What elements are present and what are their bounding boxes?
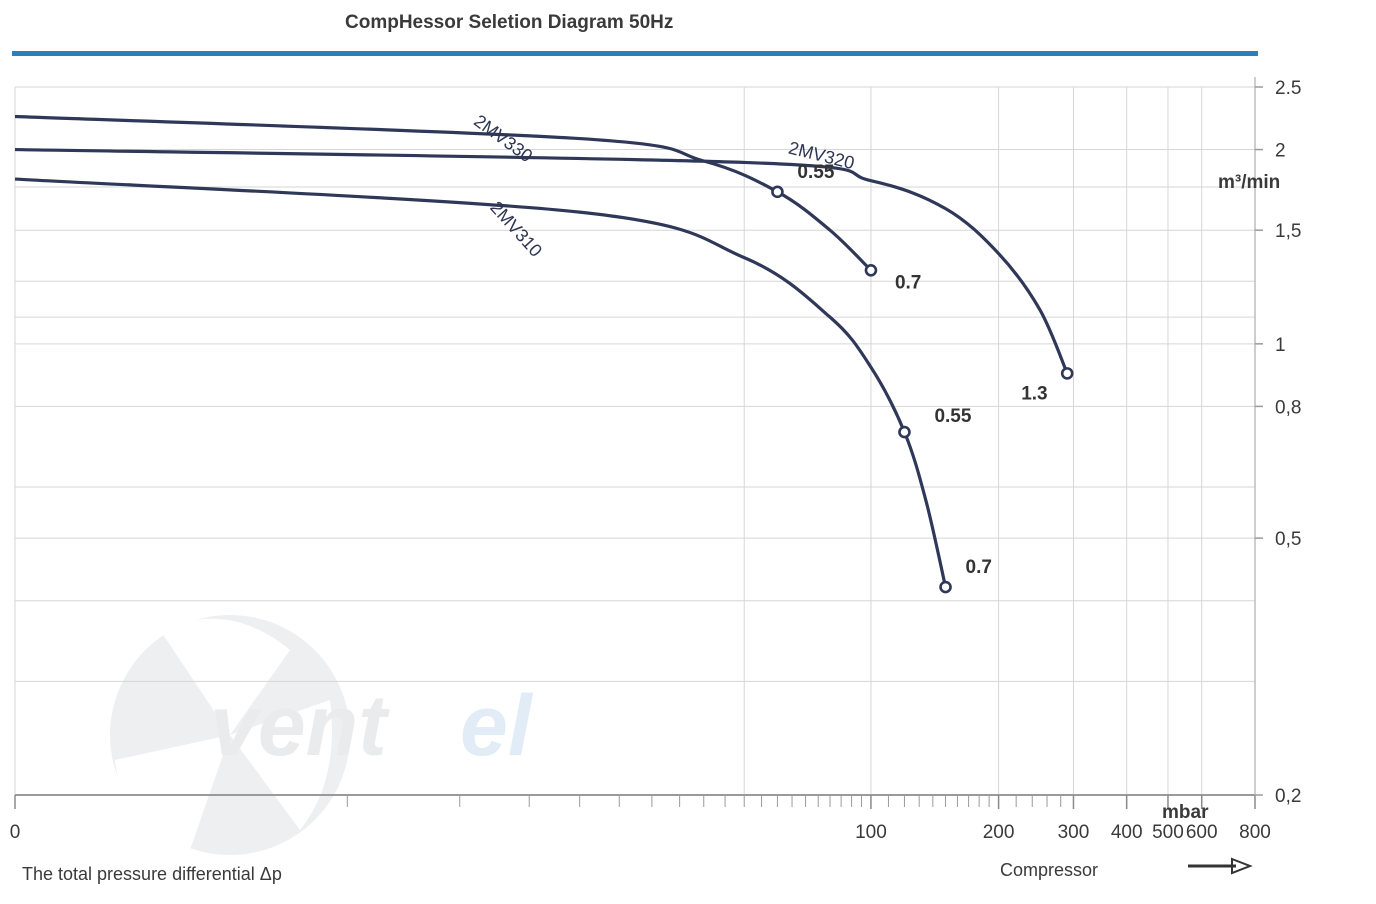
compressor-label: Compressor (1000, 860, 1098, 880)
x-tick-label: 400 (1111, 822, 1143, 843)
watermark-logo: vent el (110, 615, 534, 855)
power-point-label: 0.55 (934, 406, 971, 427)
chart-title: CompHessor Seletion Diagram 50Hz (345, 12, 673, 33)
x-axis-title: The total pressure differential Δp (22, 864, 282, 884)
x-unit-label: mbar (1162, 802, 1209, 823)
power-point-label: 0.7 (966, 557, 992, 578)
y-tick-label: 0,2 (1275, 786, 1301, 807)
x-tick-label: 500 (1152, 822, 1184, 843)
y-tick-label: 0,5 (1275, 529, 1301, 550)
header-rule (12, 51, 1258, 56)
series-line-2mv330 (14, 114, 873, 272)
x-tick-label: 300 (1058, 822, 1090, 843)
power-point-marker (898, 425, 911, 439)
y-tick-label: 2 (1275, 141, 1286, 162)
x-tick-label: 800 (1239, 822, 1271, 843)
svg-text:vent: vent (210, 678, 390, 774)
y-tick-label: 0,8 (1275, 397, 1301, 418)
y-tick-label: 1 (1275, 335, 1286, 356)
y-unit-label: m³/min (1218, 172, 1280, 193)
x-tick-label: 0 (10, 822, 21, 843)
y-tick-label: 2.5 (1275, 78, 1301, 99)
power-point-label: 0.7 (895, 272, 921, 293)
power-point-marker (771, 185, 784, 199)
curves (14, 114, 1074, 594)
x-tick-label: 200 (983, 822, 1015, 843)
svg-text:el: el (460, 678, 534, 774)
series-line-2mv320 (14, 147, 1069, 375)
y-tick-label: 1,5 (1275, 221, 1301, 242)
power-point-marker (939, 580, 952, 594)
axes: 0 100 200 300 400 500 600 800 2.5 2 1,5 1 0,8 0,5 0,2 (10, 77, 1301, 843)
power-point-marker (1060, 367, 1074, 380)
power-point-marker (864, 264, 878, 277)
power-point-label: 1.3 (1021, 383, 1047, 404)
power-point-label: 0.55 (797, 162, 834, 183)
x-tick-label: 600 (1186, 822, 1218, 843)
series-line-2mv310 (14, 177, 948, 588)
arrow-right-icon (1188, 857, 1253, 875)
x-tick-label: 100 (855, 822, 887, 843)
